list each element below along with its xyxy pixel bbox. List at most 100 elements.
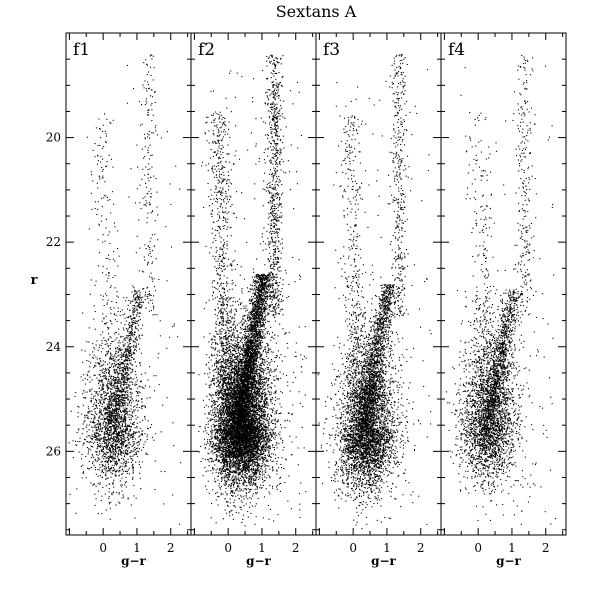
point — [131, 364, 133, 366]
point — [113, 449, 115, 451]
point — [112, 395, 114, 397]
point — [98, 363, 100, 365]
point — [279, 161, 281, 163]
point — [122, 370, 124, 372]
point — [122, 410, 124, 412]
point — [116, 462, 118, 464]
point — [255, 303, 257, 305]
point — [120, 401, 122, 403]
point — [269, 242, 271, 244]
point — [116, 432, 118, 434]
point — [137, 305, 139, 307]
point — [88, 408, 90, 410]
point — [121, 484, 123, 486]
point — [255, 287, 257, 289]
point — [148, 109, 150, 111]
point — [215, 234, 217, 236]
point — [105, 485, 107, 487]
point — [261, 277, 263, 279]
point — [260, 425, 262, 427]
point — [149, 248, 151, 250]
point — [110, 405, 112, 407]
point — [133, 454, 135, 456]
point — [112, 405, 114, 407]
point — [268, 241, 270, 243]
point — [102, 391, 104, 393]
point — [91, 453, 93, 455]
point — [123, 419, 125, 421]
point — [113, 385, 115, 387]
point — [112, 119, 114, 121]
point — [101, 450, 103, 452]
point — [137, 302, 139, 304]
point — [151, 58, 153, 60]
point — [118, 420, 120, 422]
point — [107, 463, 109, 465]
point — [131, 392, 133, 394]
point — [82, 428, 84, 430]
point — [228, 449, 230, 451]
point — [102, 422, 104, 424]
point — [109, 396, 111, 398]
point — [112, 482, 114, 484]
point — [258, 473, 260, 475]
point — [115, 399, 117, 401]
point — [100, 155, 102, 157]
point — [144, 259, 146, 261]
point — [133, 298, 135, 300]
point — [244, 325, 246, 327]
point — [253, 398, 255, 400]
point — [128, 442, 130, 444]
point — [122, 362, 124, 364]
point — [273, 297, 275, 299]
point — [109, 456, 111, 458]
point — [132, 451, 134, 453]
point — [132, 438, 134, 440]
point — [267, 343, 269, 345]
point — [258, 161, 260, 163]
point — [113, 464, 115, 466]
point — [117, 230, 119, 232]
point — [92, 461, 94, 463]
point — [115, 440, 117, 442]
point — [114, 387, 116, 389]
point — [104, 468, 106, 470]
point — [262, 429, 264, 431]
point — [124, 379, 126, 381]
point — [120, 447, 122, 449]
point — [145, 59, 147, 61]
point — [301, 426, 303, 428]
point — [121, 387, 123, 389]
point — [104, 408, 106, 410]
point — [115, 449, 117, 451]
point — [276, 203, 278, 205]
point — [108, 429, 110, 431]
point — [109, 199, 111, 201]
point — [108, 369, 110, 371]
point — [128, 323, 130, 325]
point — [94, 208, 96, 210]
point — [105, 453, 107, 455]
point — [110, 426, 112, 428]
point — [219, 121, 221, 123]
point — [120, 411, 122, 413]
point — [268, 452, 270, 454]
point — [250, 447, 252, 449]
point — [135, 292, 137, 294]
point — [264, 134, 266, 136]
point — [251, 380, 253, 382]
point — [92, 427, 94, 429]
point — [114, 413, 116, 415]
point — [89, 354, 91, 356]
point — [263, 324, 265, 326]
point — [276, 220, 278, 222]
point — [115, 423, 117, 425]
point — [119, 449, 121, 451]
point — [112, 356, 114, 358]
point — [103, 439, 105, 441]
point — [102, 398, 104, 400]
point — [120, 451, 122, 453]
point — [113, 437, 115, 439]
point — [220, 268, 222, 270]
